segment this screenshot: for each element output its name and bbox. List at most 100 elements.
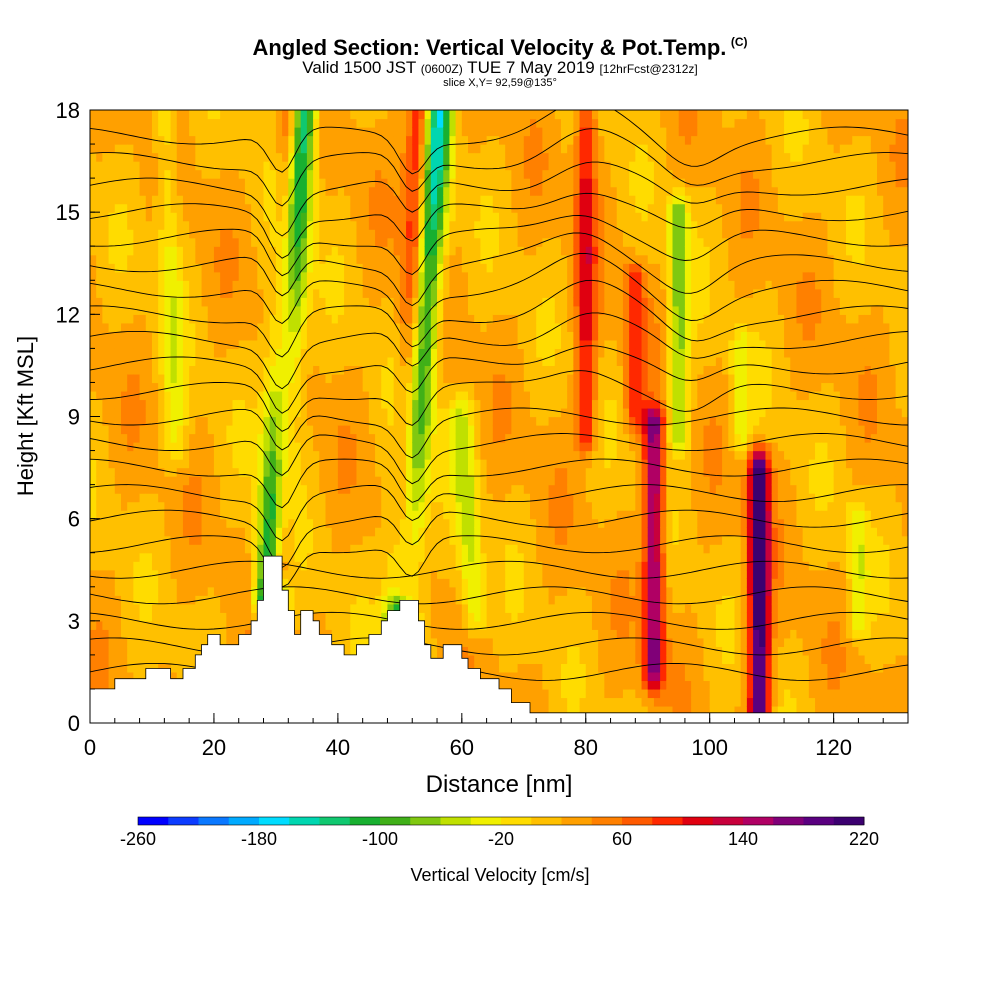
velocity-cell	[238, 544, 246, 554]
velocity-cell	[319, 169, 327, 179]
velocity-cell	[387, 561, 395, 571]
velocity-cell	[350, 484, 358, 494]
velocity-cell	[443, 110, 451, 120]
velocity-cell	[226, 297, 234, 307]
velocity-cell	[195, 365, 203, 375]
velocity-cell	[511, 407, 519, 418]
velocity-cell	[492, 510, 500, 520]
velocity-cell	[505, 407, 512, 418]
velocity-cell	[282, 433, 289, 443]
velocity-cell	[207, 254, 215, 264]
velocity-cell	[102, 569, 110, 579]
velocity-cell	[455, 203, 463, 213]
velocity-cell	[505, 135, 512, 145]
velocity-cell	[139, 459, 147, 469]
velocity-cell	[263, 280, 271, 290]
velocity-cell	[375, 237, 382, 247]
velocity-cell	[102, 501, 110, 511]
velocity-cell	[468, 433, 475, 443]
velocity-cell	[213, 390, 221, 401]
velocity-cell	[399, 569, 407, 579]
velocity-cell	[319, 510, 327, 520]
velocity-cell	[492, 629, 500, 639]
velocity-cell	[288, 365, 296, 375]
velocity-cell	[145, 280, 153, 290]
velocity-cell	[449, 331, 457, 341]
velocity-cell	[455, 280, 463, 290]
velocity-cell	[499, 229, 506, 239]
velocity-cell	[96, 425, 103, 435]
velocity-cell	[251, 450, 258, 460]
velocity-cell	[300, 569, 308, 579]
velocity-cell	[195, 433, 203, 443]
velocity-cell	[120, 612, 128, 622]
velocity-cell	[474, 280, 482, 290]
velocity-cell	[213, 356, 221, 367]
velocity-cell	[269, 229, 277, 239]
velocity-cell	[399, 246, 407, 256]
velocity-cell	[325, 569, 333, 579]
velocity-cell	[381, 544, 389, 554]
velocity-cell	[313, 416, 320, 426]
velocity-cell	[313, 322, 320, 332]
velocity-cell	[257, 518, 265, 528]
velocity-cell	[505, 356, 512, 367]
velocity-cell	[201, 280, 209, 290]
velocity-cell	[90, 654, 97, 665]
velocity-cell	[418, 586, 426, 596]
velocity-cell	[406, 586, 413, 596]
velocity-cell	[437, 603, 444, 613]
velocity-cell	[90, 612, 97, 622]
velocity-cell	[505, 161, 512, 171]
velocity-cell	[220, 416, 227, 426]
velocity-cell	[437, 459, 444, 469]
velocity-cell	[127, 220, 134, 230]
velocity-cell	[96, 144, 103, 154]
velocity-cell	[90, 246, 97, 256]
velocity-cell	[170, 203, 178, 213]
velocity-cell	[474, 263, 482, 273]
velocity-cell	[257, 569, 265, 579]
velocity-cell	[449, 135, 457, 145]
velocity-cell	[170, 535, 178, 545]
velocity-cell	[486, 127, 494, 137]
velocity-cell	[288, 569, 296, 579]
velocity-cell	[139, 246, 147, 256]
velocity-cell	[480, 382, 488, 392]
velocity-cell	[344, 569, 351, 579]
velocity-cell	[189, 416, 196, 426]
velocity-cell	[207, 518, 215, 528]
velocity-cell	[288, 476, 296, 486]
velocity-cell	[269, 459, 277, 469]
velocity-cell	[195, 603, 203, 613]
velocity-cell	[437, 161, 444, 171]
velocity-cell	[207, 612, 215, 622]
velocity-cell	[350, 169, 358, 179]
velocity-cell	[368, 407, 376, 418]
velocity-cell	[220, 637, 227, 647]
velocity-cell	[418, 203, 426, 213]
velocity-cell	[151, 288, 159, 298]
velocity-cell	[207, 425, 215, 435]
velocity-cell	[486, 271, 494, 281]
velocity-cell	[269, 518, 277, 528]
velocity-cell	[399, 203, 407, 213]
velocity-cell	[492, 144, 500, 154]
velocity-cell	[461, 135, 469, 145]
velocity-cell	[294, 220, 302, 230]
velocity-cell	[437, 407, 444, 418]
velocity-cell	[238, 356, 246, 367]
velocity-cell	[120, 152, 128, 162]
velocity-cell	[176, 595, 184, 605]
velocity-cell	[294, 552, 302, 562]
velocity-cell	[443, 484, 451, 494]
velocity-cell	[182, 280, 190, 290]
velocity-cell	[114, 110, 122, 120]
velocity-cell	[145, 595, 153, 605]
velocity-cell	[108, 178, 116, 188]
velocity-cell	[127, 254, 134, 264]
velocity-cell	[294, 161, 302, 171]
velocity-cell	[133, 322, 141, 332]
velocity-cell	[480, 663, 488, 673]
velocity-cell	[331, 382, 339, 392]
